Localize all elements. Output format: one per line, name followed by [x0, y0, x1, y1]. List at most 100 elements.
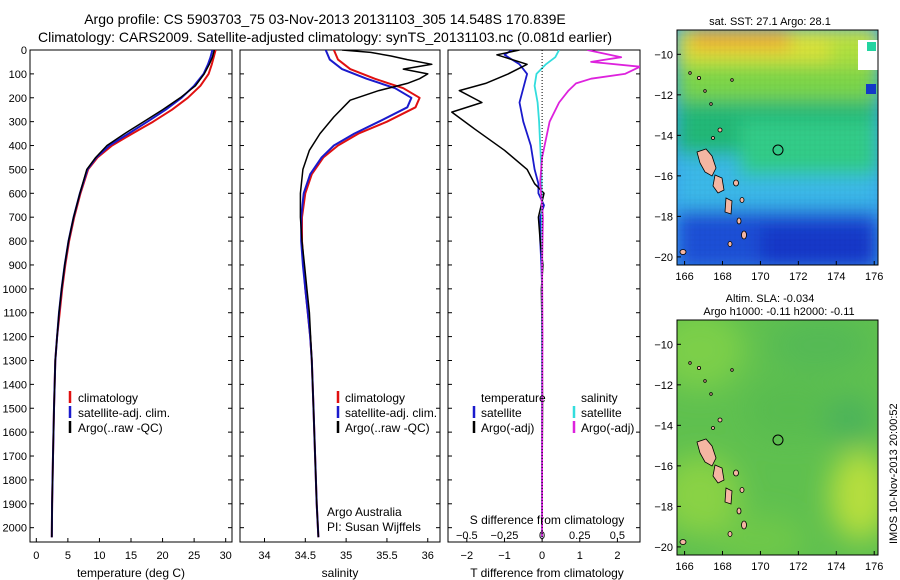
legend-label-t-argo: Argo(-adj) [481, 421, 534, 435]
legend-label-satellite: satellite-adj. clim. [345, 406, 437, 420]
salinity-xlabel: salinity [322, 566, 359, 580]
argo-float-marker [772, 144, 784, 156]
depth-tick-label: 1800 [3, 475, 27, 487]
map-lat-tick-label: −20 [654, 542, 673, 554]
salinity-legend: climatology satellite-adj. clim. Argo(..… [336, 391, 437, 435]
legend-label-satellite: satellite-adj. clim. [78, 406, 170, 420]
difference-t-tick-label: 1 [577, 550, 583, 562]
temperature-xtick-label: 10 [93, 550, 105, 562]
sla-map-title-line1: Altim. SLA: -0.034 [726, 293, 815, 305]
difference-xlabel-s: S difference from climatology [470, 513, 625, 527]
salinity-panel [239, 49, 441, 543]
depth-tick-label: 1200 [3, 332, 27, 344]
depth-tick-label: 1500 [3, 403, 27, 415]
difference-t-tick-label: 0 [539, 550, 545, 562]
legend-title-temperature: temperature [481, 391, 546, 405]
temperature-xtick-label: 0 [33, 550, 39, 562]
sst-map-frame [676, 29, 879, 266]
legend-label-s-satellite: satellite [581, 406, 622, 420]
temperature-xtick-label: 5 [65, 550, 71, 562]
difference-s-tick-label: 0.5 [610, 530, 625, 542]
figure-title-line2: Climatology: CARS2009. Satellite-adjuste… [37, 29, 613, 45]
depth-tick-label: 900 [9, 260, 27, 272]
sst-map [677, 30, 878, 265]
depth-tick-label: 1900 [3, 499, 27, 511]
map-lat-tick-label: −12 [654, 380, 673, 392]
map-lon-tick-label: 166 [675, 271, 693, 283]
temperature-xtick-label: 30 [220, 550, 232, 562]
salinity-xtick-label: 35 [340, 550, 352, 562]
depth-tick-label: 100 [9, 69, 27, 81]
depth-tick-label: 200 [9, 93, 27, 105]
vanuatu-islands [679, 361, 747, 545]
legend-label-climatology: climatology [345, 391, 405, 405]
salinity-xtick-label: 36 [422, 550, 434, 562]
salinity-xtick-label: 34.5 [295, 550, 316, 562]
vanuatu-islands [679, 71, 747, 255]
series-line-s-argo-adj- [539, 50, 640, 538]
map-lat-tick-label: −18 [654, 501, 673, 513]
series-line-argo-raw-qc- [299, 50, 433, 538]
difference-s-tick-label: 0 [539, 530, 545, 542]
sla-map [677, 320, 878, 555]
map-lat-tick-label: −10 [654, 339, 673, 351]
map-lon-tick-label: 172 [789, 271, 807, 283]
temperature-xtick-label: 15 [125, 550, 137, 562]
salinity-xtick-label: 34 [258, 550, 270, 562]
difference-t-tick-label: −2 [461, 550, 474, 562]
depth-tick-label: 1000 [3, 284, 27, 296]
map-lat-tick-label: −14 [654, 420, 673, 432]
map-lat-tick-label: −14 [654, 130, 673, 142]
argo-float-marker [772, 434, 784, 446]
depth-tick-label: 400 [9, 141, 27, 153]
difference-xlabel-t: T difference from climatology [470, 566, 624, 580]
legend-label-t-satellite: satellite [481, 406, 522, 420]
depth-tick-label: 500 [9, 164, 27, 176]
map-lat-tick-label: −20 [654, 252, 673, 264]
temperature-xtick-label: 25 [188, 550, 200, 562]
depth-tick-label: 0 [21, 45, 27, 57]
salinity-annotation-line1: Argo Australia [327, 505, 402, 519]
timestamp-stamp: IMOS 10-Nov-2013 20:00:52 [888, 403, 900, 544]
temperature-legend: climatology satellite-adj. clim. Argo(..… [68, 391, 170, 435]
depth-tick-label: 2000 [3, 523, 27, 535]
map-lat-tick-label: −12 [654, 90, 673, 102]
depth-tick-label: 1600 [3, 427, 27, 439]
depth-tick-label: 600 [9, 188, 27, 200]
difference-s-tick-label: −0.5 [456, 530, 478, 542]
depth-tick-label: 700 [9, 212, 27, 224]
figure-title-line1: Argo profile: CS 5903703_75 03-Nov-2013 … [84, 11, 566, 27]
difference-legend: temperature satellite Argo(-adj) salinit… [472, 391, 634, 435]
depth-tick-label: 1400 [3, 379, 27, 391]
legend-label-argo: Argo(..raw -QC) [345, 421, 430, 435]
map-lon-tick-label: 168 [713, 561, 731, 573]
map-lon-tick-label: 174 [827, 271, 845, 283]
sla-map-title-line2: Argo h1000: -0.11 h2000: -0.11 [703, 306, 854, 318]
difference-s-tick-label: −0.25 [491, 530, 519, 542]
legend-label-argo: Argo(..raw -QC) [78, 421, 163, 435]
sla-map-frame [676, 319, 879, 556]
depth-tick-label: 1700 [3, 451, 27, 463]
difference-t-tick-label: 2 [614, 550, 620, 562]
depth-tick-label: 1300 [3, 355, 27, 367]
sst-map-title: sat. SST: 27.1 Argo: 28.1 [709, 16, 831, 28]
salinity-annotation-line2: PI: Susan Wijffels [327, 520, 421, 534]
depth-tick-label: 1100 [3, 308, 27, 320]
depth-tick-label: 800 [9, 236, 27, 248]
legend-label-climatology: climatology [78, 391, 138, 405]
map-lat-tick-label: −16 [654, 171, 673, 183]
legend-title-salinity: salinity [581, 391, 618, 405]
map-lon-tick-label: 166 [675, 561, 693, 573]
map-lon-tick-label: 176 [865, 271, 883, 283]
map-lon-tick-label: 170 [751, 561, 769, 573]
map-lat-tick-label: −16 [654, 461, 673, 473]
map-lon-tick-label: 170 [751, 271, 769, 283]
salinity-xtick-label: 35.5 [376, 550, 397, 562]
temperature-xlabel: temperature (deg C) [77, 566, 185, 580]
legend-label-s-argo: Argo(-adj) [581, 421, 634, 435]
map-lat-tick-label: −18 [654, 211, 673, 223]
difference-panel [447, 49, 641, 543]
temperature-xtick-label: 20 [156, 550, 168, 562]
map-lat-tick-label: −10 [654, 49, 673, 61]
